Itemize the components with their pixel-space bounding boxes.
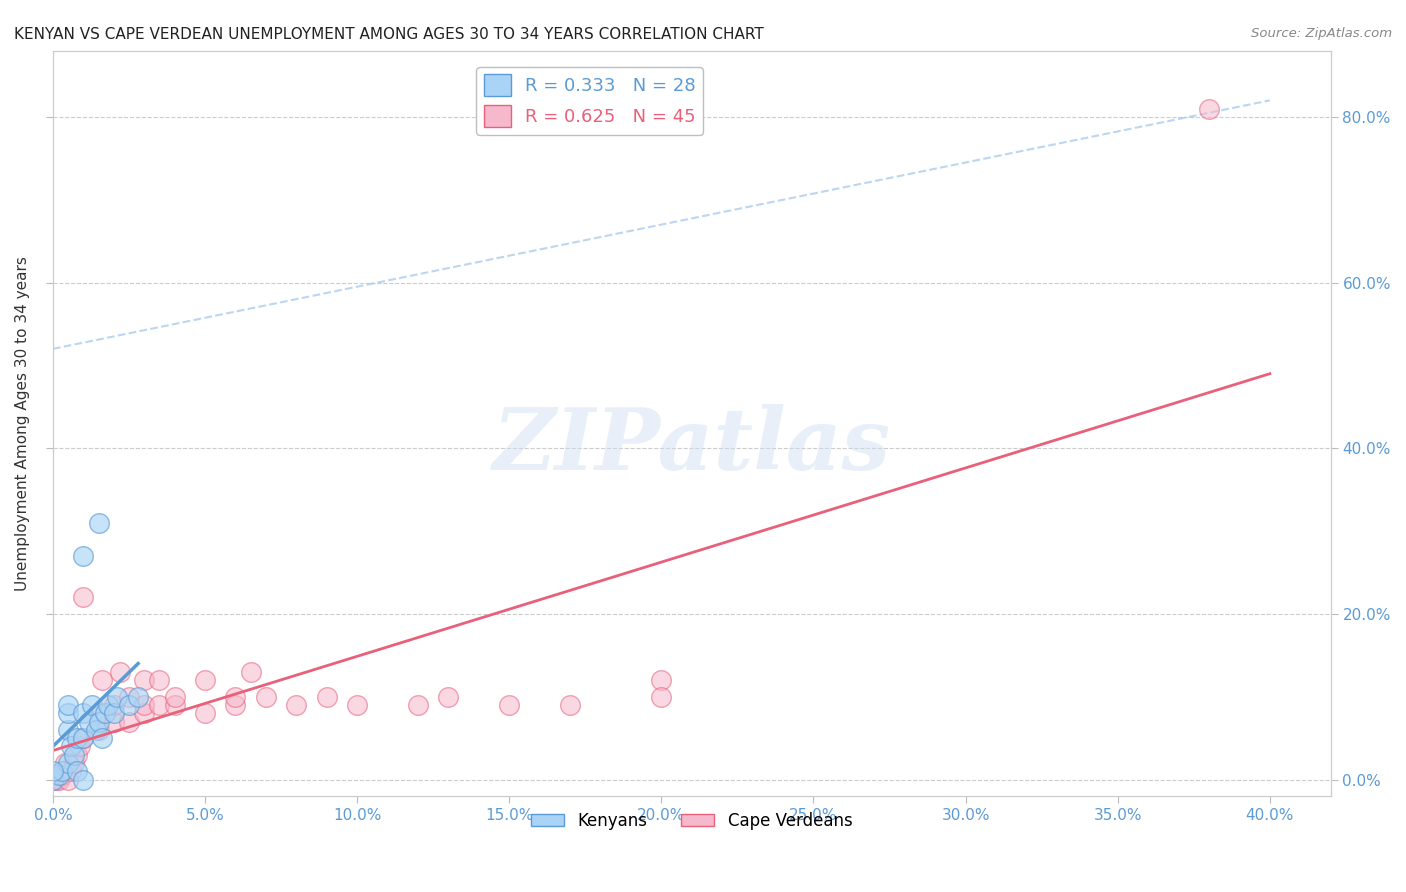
- Point: [66, 747, 89, 762]
- Point: [51, 764, 73, 779]
- Point: [51, 764, 73, 779]
- Point: [93, 706, 115, 721]
- Point: [90, 731, 112, 745]
- Point: [103, 706, 125, 721]
- Text: Source: ZipAtlas.com: Source: ZipAtlas.com: [1251, 27, 1392, 40]
- Point: [56, 772, 79, 787]
- Point: [103, 698, 125, 712]
- Point: [118, 698, 141, 712]
- Point: [42, 764, 65, 779]
- Point: [254, 690, 277, 704]
- Point: [437, 690, 460, 704]
- Point: [108, 665, 131, 679]
- Point: [118, 714, 141, 729]
- Point: [650, 690, 672, 704]
- Point: [56, 698, 79, 712]
- Point: [498, 698, 520, 712]
- Point: [194, 706, 217, 721]
- Point: [48, 768, 70, 782]
- Point: [194, 673, 217, 687]
- Point: [87, 516, 110, 530]
- Point: [87, 706, 110, 721]
- Y-axis label: Unemployment Among Ages 30 to 34 years: Unemployment Among Ages 30 to 34 years: [15, 256, 30, 591]
- Point: [42, 772, 65, 787]
- Point: [650, 673, 672, 687]
- Point: [56, 706, 79, 721]
- Point: [224, 690, 246, 704]
- Point: [56, 723, 79, 737]
- Point: [1198, 102, 1220, 116]
- Point: [72, 591, 94, 605]
- Point: [72, 549, 94, 563]
- Point: [127, 690, 149, 704]
- Point: [87, 723, 110, 737]
- Point: [134, 698, 156, 712]
- Point: [53, 756, 76, 770]
- Point: [51, 768, 73, 782]
- Point: [118, 690, 141, 704]
- Point: [79, 714, 101, 729]
- Point: [97, 698, 120, 712]
- Point: [346, 698, 368, 712]
- Point: [72, 706, 94, 721]
- Point: [87, 714, 110, 729]
- Point: [148, 673, 170, 687]
- Point: [82, 698, 104, 712]
- Point: [315, 690, 337, 704]
- Point: [63, 756, 86, 770]
- Point: [60, 764, 83, 779]
- Point: [84, 723, 107, 737]
- Text: KENYAN VS CAPE VERDEAN UNEMPLOYMENT AMONG AGES 30 TO 34 YEARS CORRELATION CHART: KENYAN VS CAPE VERDEAN UNEMPLOYMENT AMON…: [14, 27, 763, 42]
- Point: [134, 706, 156, 721]
- Legend: Kenyans, Cape Verdeans: Kenyans, Cape Verdeans: [524, 805, 859, 836]
- Point: [224, 698, 246, 712]
- Point: [103, 714, 125, 729]
- Point: [72, 772, 94, 787]
- Text: ZIPatlas: ZIPatlas: [492, 404, 891, 488]
- Point: [56, 756, 79, 770]
- Point: [558, 698, 581, 712]
- Point: [285, 698, 308, 712]
- Point: [406, 698, 429, 712]
- Point: [239, 665, 262, 679]
- Point: [69, 739, 91, 754]
- Point: [72, 731, 94, 745]
- Point: [148, 698, 170, 712]
- Point: [72, 731, 94, 745]
- Point: [66, 764, 89, 779]
- Point: [163, 698, 186, 712]
- Point: [105, 690, 128, 704]
- Point: [60, 739, 83, 754]
- Point: [48, 772, 70, 787]
- Point: [42, 772, 65, 787]
- Point: [45, 772, 67, 787]
- Point: [66, 731, 89, 745]
- Point: [163, 690, 186, 704]
- Point: [134, 673, 156, 687]
- Point: [90, 673, 112, 687]
- Point: [63, 747, 86, 762]
